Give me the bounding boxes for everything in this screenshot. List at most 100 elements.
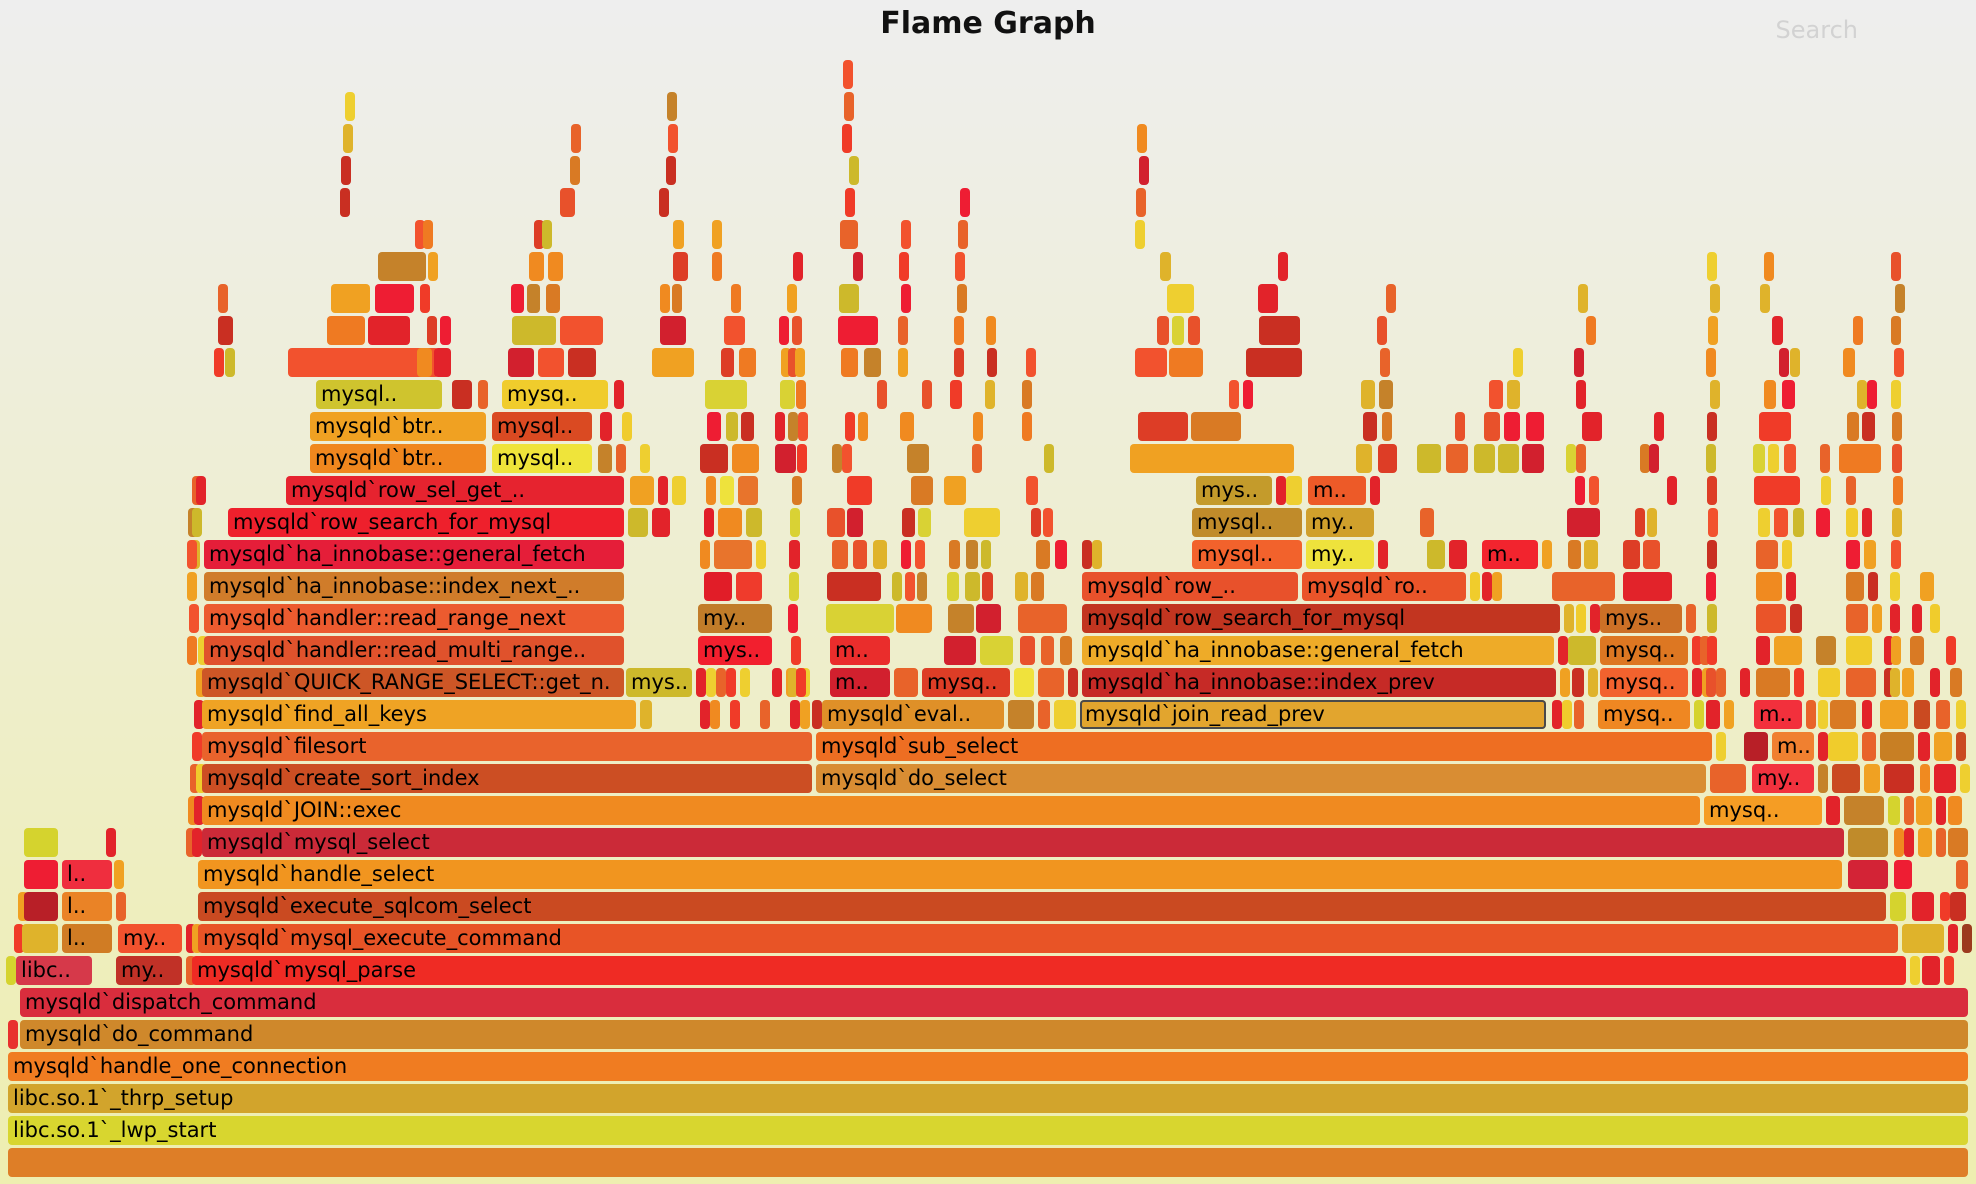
- frame[interactable]: [775, 412, 785, 441]
- frame[interactable]: [797, 444, 807, 473]
- frame[interactable]: [434, 348, 451, 377]
- frame[interactable]: [1950, 668, 1962, 697]
- search-button[interactable]: Search: [1775, 16, 1858, 44]
- frame[interactable]: [1962, 924, 1972, 953]
- frame[interactable]: [1894, 828, 1904, 857]
- frame[interactable]: [1862, 732, 1876, 761]
- frame[interactable]: [1474, 444, 1495, 473]
- frame[interactable]: [900, 412, 914, 441]
- frame-my[interactable]: my..: [1752, 764, 1814, 793]
- frame[interactable]: [842, 444, 852, 473]
- frame[interactable]: [192, 828, 202, 857]
- frame[interactable]: [1782, 380, 1795, 409]
- frame[interactable]: [1821, 476, 1831, 505]
- frame[interactable]: [1191, 412, 1241, 441]
- frame[interactable]: [853, 252, 863, 281]
- frame[interactable]: [1847, 412, 1859, 441]
- frame[interactable]: [892, 572, 902, 601]
- frame[interactable]: [1700, 636, 1710, 665]
- frame[interactable]: [1706, 668, 1716, 697]
- frame[interactable]: [894, 668, 918, 697]
- frame[interactable]: [1948, 796, 1962, 825]
- frame[interactable]: [788, 604, 798, 633]
- frame[interactable]: [793, 252, 803, 281]
- frame-mysqld-filesort[interactable]: mysqld`filesort: [202, 732, 812, 761]
- frame[interactable]: [700, 540, 710, 569]
- frame[interactable]: [1857, 380, 1867, 409]
- frame[interactable]: [668, 124, 678, 153]
- frame[interactable]: [1843, 348, 1855, 377]
- frame[interactable]: [1055, 540, 1067, 569]
- frame[interactable]: [1378, 540, 1388, 569]
- frame[interactable]: [511, 284, 524, 313]
- frame[interactable]: [985, 380, 995, 409]
- frame[interactable]: [1758, 508, 1770, 537]
- frame[interactable]: [570, 156, 580, 185]
- frame[interactable]: [1902, 668, 1914, 697]
- frame-mysqld-do-command[interactable]: mysqld`do_command: [20, 1020, 1968, 1049]
- frame[interactable]: [1782, 540, 1792, 569]
- frame[interactable]: [911, 476, 933, 505]
- frame[interactable]: [1946, 636, 1956, 665]
- frame[interactable]: [415, 220, 425, 249]
- frame[interactable]: [1786, 572, 1796, 601]
- frame[interactable]: [756, 540, 766, 569]
- frame[interactable]: [1950, 892, 1966, 921]
- frame[interactable]: [628, 508, 648, 537]
- frame[interactable]: [1507, 380, 1520, 409]
- frame-mysq[interactable]: mysq..: [1600, 636, 1688, 665]
- frame[interactable]: [1584, 540, 1598, 569]
- frame[interactable]: [1036, 540, 1050, 569]
- frame-m[interactable]: m..: [1754, 700, 1802, 729]
- frame[interactable]: [798, 412, 808, 441]
- frame[interactable]: [1826, 796, 1840, 825]
- frame[interactable]: [196, 668, 206, 697]
- frame[interactable]: [1707, 604, 1717, 633]
- frame[interactable]: [1568, 540, 1581, 569]
- frame[interactable]: [981, 540, 991, 569]
- frame[interactable]: [1862, 700, 1872, 729]
- frame[interactable]: [1135, 220, 1145, 249]
- frame-my[interactable]: my..: [116, 956, 182, 985]
- frame[interactable]: [1818, 732, 1828, 761]
- frame[interactable]: [186, 924, 196, 953]
- frame[interactable]: [986, 316, 996, 345]
- frame-m[interactable]: m..: [1772, 732, 1814, 761]
- frame[interactable]: [792, 316, 802, 345]
- frame[interactable]: [781, 348, 791, 377]
- frame[interactable]: [640, 700, 652, 729]
- frame[interactable]: [1489, 380, 1503, 409]
- frame[interactable]: [1623, 572, 1672, 601]
- frame[interactable]: [1920, 764, 1930, 793]
- frame[interactable]: [1756, 604, 1786, 633]
- frame[interactable]: [796, 668, 806, 697]
- frame[interactable]: [964, 508, 1000, 537]
- frame[interactable]: [1904, 828, 1914, 857]
- frame[interactable]: [1756, 572, 1782, 601]
- frame-mysqld-join-exec[interactable]: mysqld`JOIN::exec: [202, 796, 1700, 825]
- frame[interactable]: [6, 956, 16, 985]
- frame[interactable]: [345, 92, 355, 121]
- frame[interactable]: [1038, 700, 1050, 729]
- frame[interactable]: [1884, 668, 1894, 697]
- frame[interactable]: [192, 924, 202, 953]
- frame[interactable]: [1890, 892, 1906, 921]
- frame[interactable]: [1846, 636, 1872, 665]
- frame[interactable]: [186, 828, 196, 857]
- frame[interactable]: [1848, 828, 1888, 857]
- frame[interactable]: [789, 572, 799, 601]
- frame[interactable]: [1740, 668, 1750, 697]
- frame-l[interactable]: l..: [62, 892, 112, 921]
- frame[interactable]: [1892, 412, 1902, 441]
- frame[interactable]: [972, 444, 982, 473]
- frame[interactable]: [673, 220, 684, 249]
- frame[interactable]: [1380, 348, 1390, 377]
- frame[interactable]: [1504, 412, 1520, 441]
- frame[interactable]: [512, 316, 556, 345]
- frame[interactable]: [877, 380, 887, 409]
- frame[interactable]: [1912, 892, 1934, 921]
- frame-mysqld-sub-select[interactable]: mysqld`sub_select: [816, 732, 1712, 761]
- frame[interactable]: [1880, 732, 1914, 761]
- frame[interactable]: [1692, 636, 1702, 665]
- frame[interactable]: [1864, 540, 1876, 569]
